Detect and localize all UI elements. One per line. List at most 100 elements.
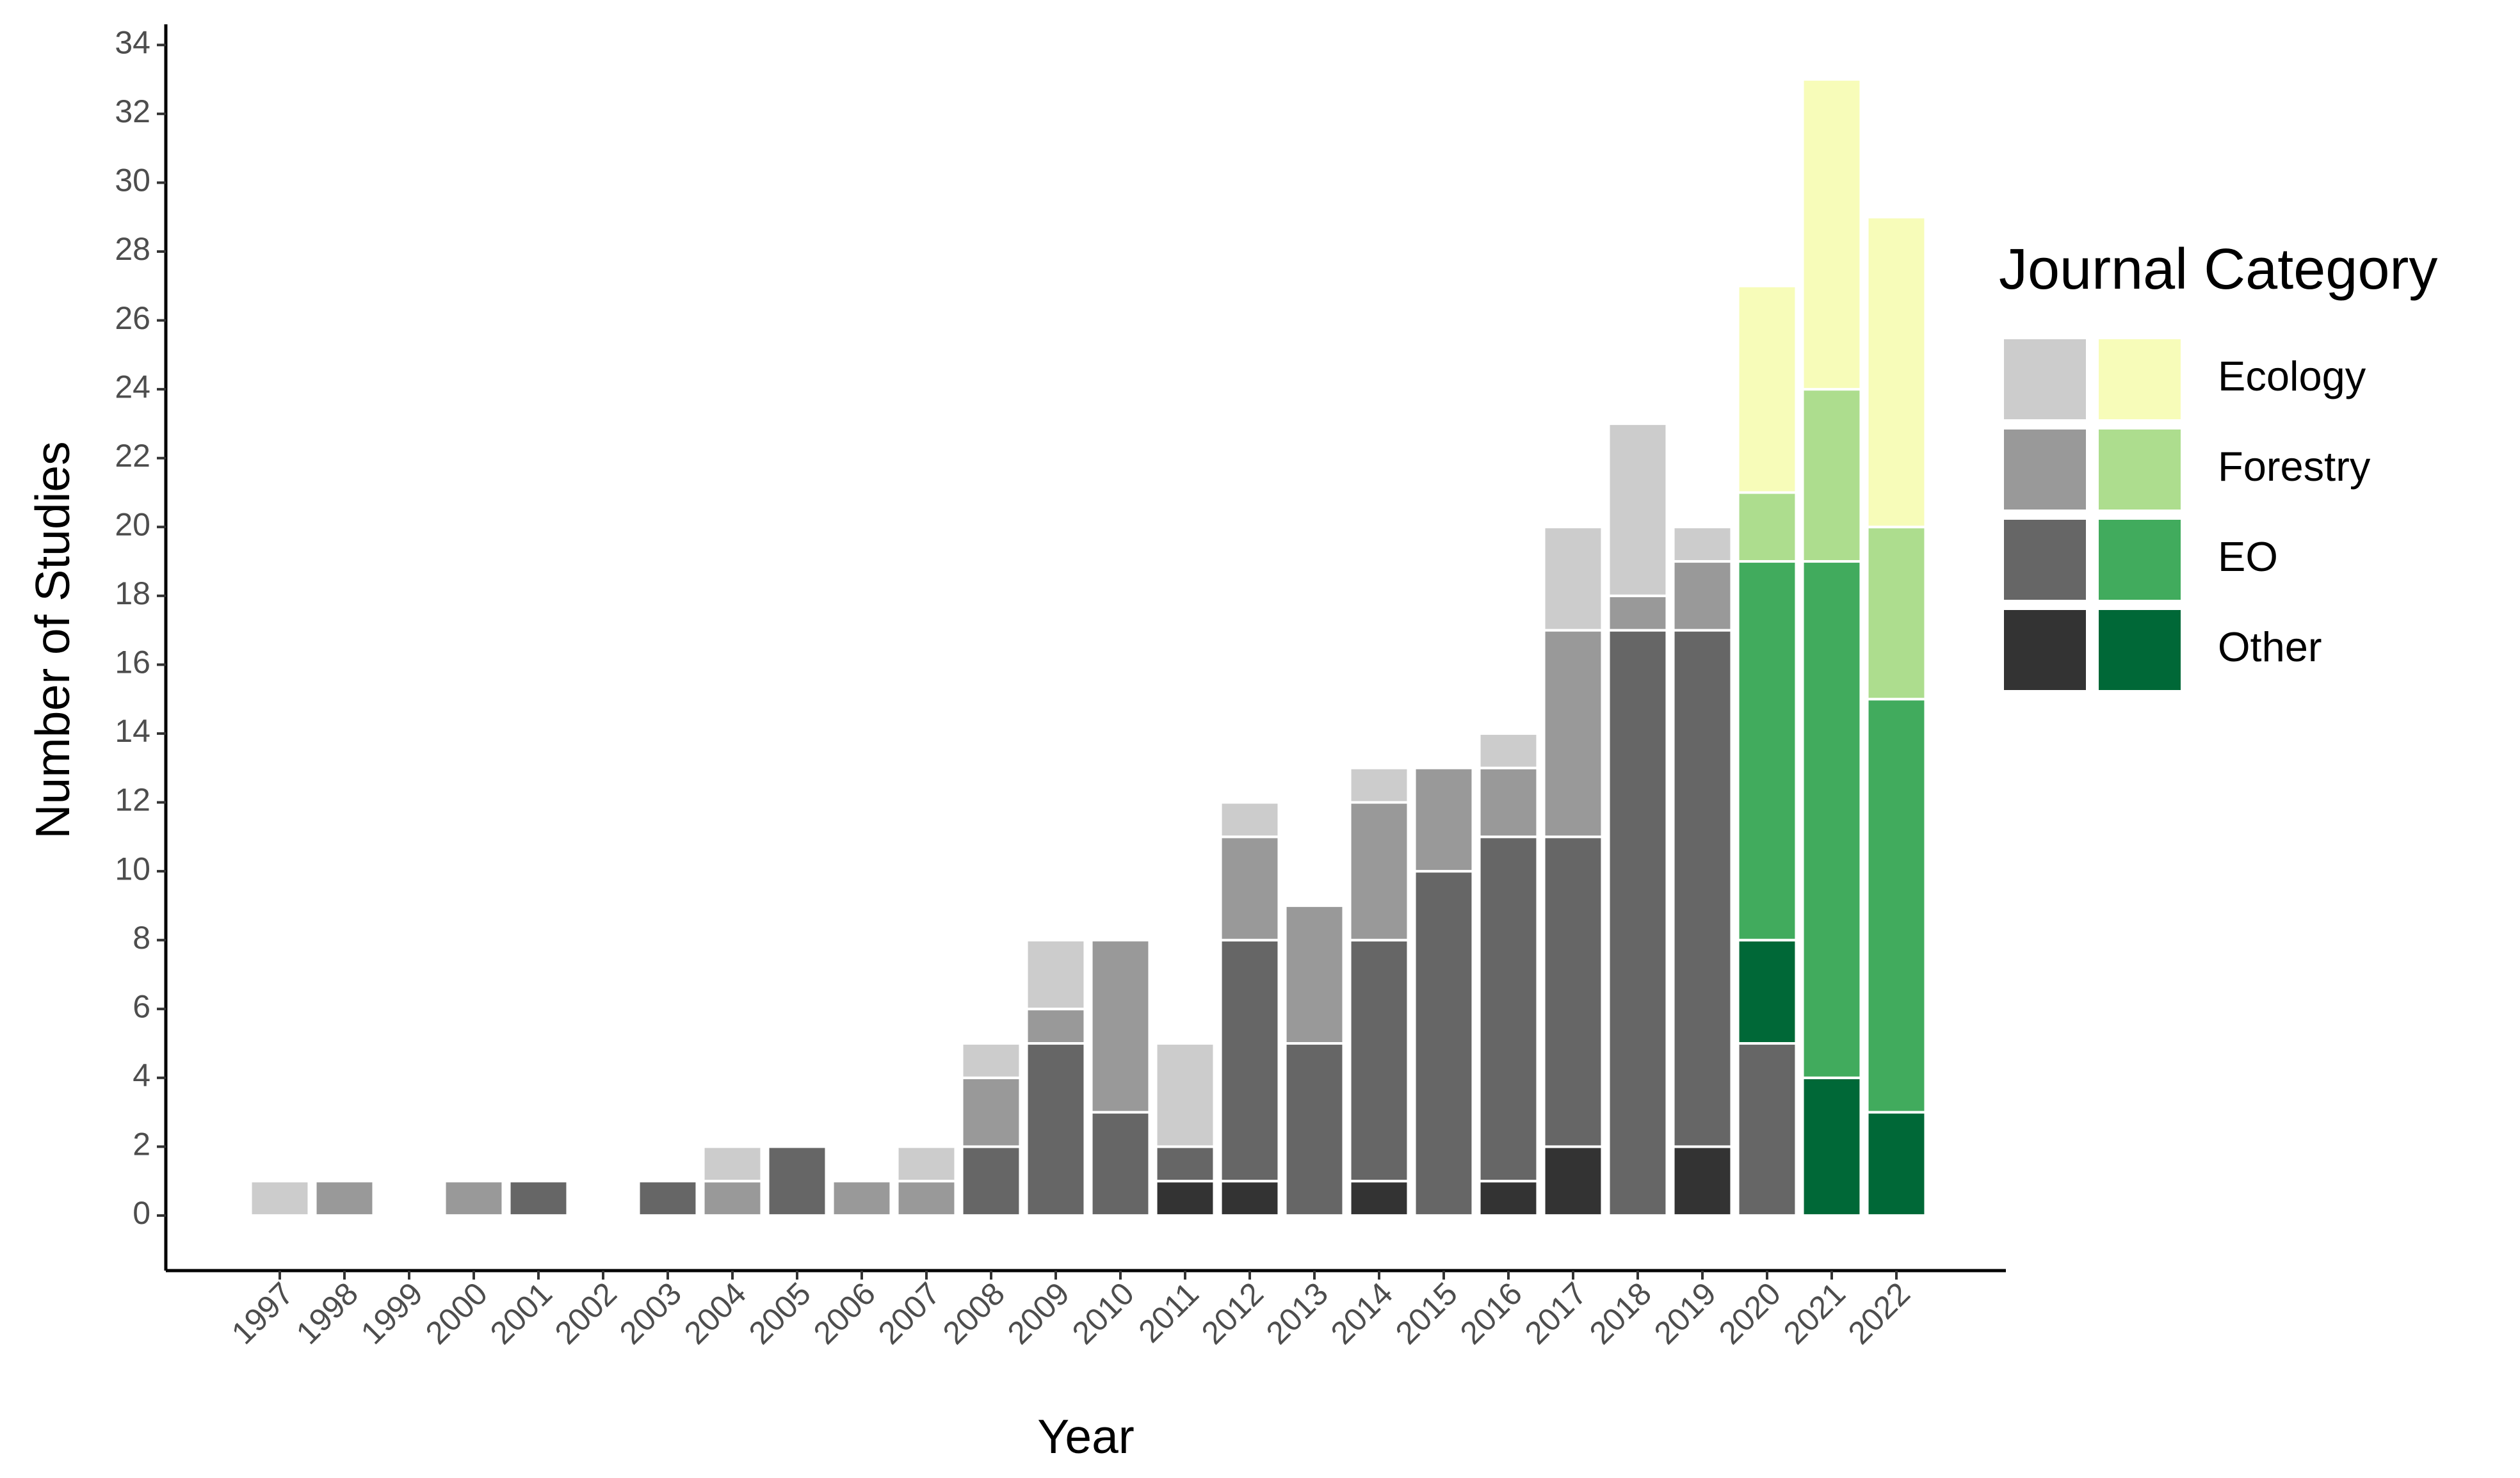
bar-segment — [1866, 216, 1927, 529]
bar-segment — [249, 1180, 311, 1217]
x-axis-title: Year — [1037, 1410, 1135, 1463]
bar-segment — [1025, 1008, 1086, 1045]
bar-segment — [1801, 1076, 1862, 1217]
bar-segment — [1348, 1180, 1410, 1217]
x-tick-label: 1998 — [289, 1276, 365, 1351]
x-tick-label: 2017 — [1518, 1276, 1594, 1351]
bar-segment — [1413, 870, 1474, 1217]
y-tick-label: 26 — [115, 300, 150, 336]
x-tick-label: 2011 — [1131, 1276, 1206, 1350]
bar-segment — [1219, 1180, 1280, 1217]
bar-segment — [1736, 560, 1798, 942]
bar-segment — [1607, 629, 1668, 1217]
bar-segment — [1801, 78, 1862, 391]
x-tick-label: 1999 — [354, 1276, 430, 1351]
legend-label: Ecology — [2218, 353, 2366, 399]
bar-segment — [960, 1145, 1022, 1217]
bar-segment — [1736, 491, 1798, 563]
bar-segment — [1672, 526, 1733, 563]
bar-segment — [831, 1180, 892, 1217]
bar-segment — [1025, 1042, 1086, 1217]
y-tick-label: 22 — [115, 438, 150, 474]
x-tick-label: 2003 — [613, 1276, 688, 1351]
x-tick-label: 2009 — [1001, 1276, 1076, 1351]
x-tick-label: 2006 — [807, 1276, 882, 1351]
bar-segment — [1154, 1042, 1216, 1148]
x-tick-label: 2018 — [1583, 1276, 1658, 1351]
x-tick-label: 2013 — [1259, 1276, 1335, 1351]
x-tick-label: 1997 — [225, 1276, 300, 1351]
x-tick-label: 2004 — [677, 1276, 753, 1351]
x-tick-label: 2007 — [871, 1276, 947, 1351]
bar-segment — [1542, 629, 1604, 839]
bar-segment — [1672, 629, 1733, 1148]
bar-segment — [1801, 388, 1862, 563]
legend-label: Other — [2218, 623, 2322, 670]
bar-segment — [508, 1180, 569, 1217]
x-tick-label: 2020 — [1712, 1276, 1788, 1351]
legend-swatch — [2004, 520, 2086, 600]
bar-segment — [1478, 835, 1539, 1183]
bar-segment — [1154, 1145, 1216, 1183]
bar-segment — [637, 1180, 699, 1217]
y-tick-label: 32 — [115, 93, 150, 129]
bar-segment — [1154, 1180, 1216, 1217]
legend-label: EO — [2218, 533, 2278, 580]
legend-swatch — [2099, 610, 2181, 690]
legend-swatch — [2004, 430, 2086, 510]
x-tick-label: 2012 — [1195, 1276, 1270, 1351]
bar-segment — [1284, 904, 1345, 1045]
bar-segment — [1672, 1145, 1733, 1217]
legend-title: Journal Category — [1999, 237, 2437, 301]
bar-segment — [1866, 1111, 1927, 1217]
x-tick-label: 2014 — [1324, 1276, 1400, 1351]
x-tick-label: 2001 — [483, 1276, 559, 1351]
legend-swatch — [2099, 520, 2181, 600]
bar-segment — [1736, 284, 1798, 494]
y-tick-label: 4 — [133, 1057, 150, 1093]
bar-segment — [960, 1042, 1022, 1079]
y-tick-label: 20 — [115, 506, 150, 542]
bar-segment — [1542, 1145, 1604, 1217]
bar-segment — [1348, 766, 1410, 804]
bar-segment — [1413, 766, 1474, 873]
legend-swatch — [2004, 610, 2086, 690]
bar-segment — [766, 1145, 828, 1217]
bar-segment — [1219, 938, 1280, 1183]
y-tick-label: 8 — [133, 920, 150, 956]
bar-segment — [1866, 526, 1927, 701]
x-tick-label: 2016 — [1453, 1276, 1529, 1351]
bar-segment — [1607, 422, 1668, 597]
y-tick-label: 18 — [115, 575, 150, 611]
legend-label: Forestry — [2218, 443, 2371, 490]
bar-segment — [1025, 938, 1086, 1011]
x-tick-label: 2008 — [936, 1276, 1012, 1351]
legend-swatch — [2004, 339, 2086, 419]
y-tick-label: 16 — [115, 645, 150, 680]
legend-swatch — [2099, 339, 2181, 419]
bar-segment — [1542, 835, 1604, 1148]
legend-swatch — [2099, 430, 2181, 510]
bar-segment — [1736, 1042, 1798, 1217]
bar-segment — [1348, 938, 1410, 1183]
bar-segment — [1348, 801, 1410, 942]
x-tick-label: 2021 — [1777, 1276, 1852, 1351]
x-tick-label: 2005 — [742, 1276, 818, 1351]
y-tick-label: 14 — [115, 713, 150, 749]
y-tick-label: 30 — [115, 163, 150, 198]
bar-segment — [1219, 835, 1280, 942]
bar-segment — [1801, 560, 1862, 1079]
x-tick-label: 2000 — [419, 1276, 494, 1351]
bar-segment — [1672, 560, 1733, 632]
bar-segment — [702, 1180, 763, 1217]
bar-segment — [1090, 938, 1151, 1114]
bar-segment — [960, 1076, 1022, 1148]
y-tick-label: 2 — [133, 1127, 150, 1162]
y-tick-label: 12 — [115, 782, 150, 818]
bar-segment — [314, 1180, 375, 1217]
bar-segment — [1090, 1111, 1151, 1217]
bar-segment — [1607, 594, 1668, 632]
x-tick-label: 2010 — [1065, 1276, 1141, 1351]
bar-segment — [1478, 1180, 1539, 1217]
